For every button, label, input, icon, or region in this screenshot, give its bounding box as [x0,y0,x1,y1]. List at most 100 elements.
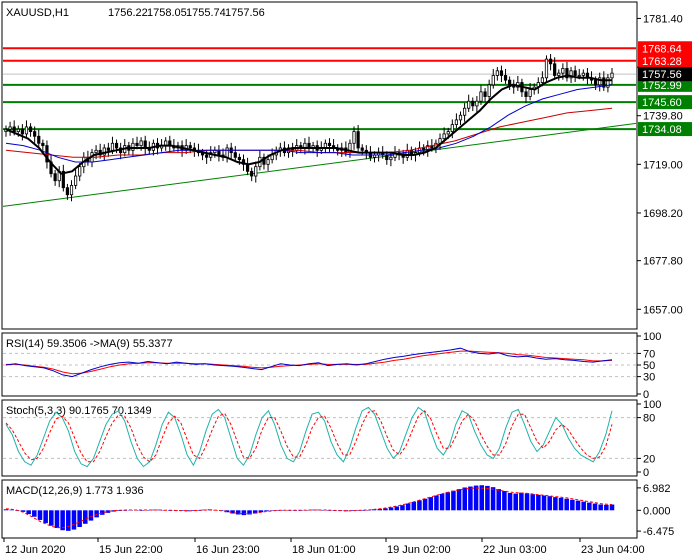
stoch-tick-label: 0 [643,467,649,479]
price-series-layer [2,47,637,207]
macd-tick-label: 6.982 [643,483,671,495]
candle-body [106,147,110,151]
macd-histogram-bar [400,505,405,511]
macd-histogram-bar [275,510,281,511]
candle-body [110,142,115,151]
candle-body [61,170,65,189]
time-tick-label: 12 Jun 2020 [5,544,66,556]
macd-histogram-bar [43,510,48,524]
time-tick-label: 18 Jun 01:00 [292,544,356,556]
ohlc-high: 1758.05 [147,7,187,19]
macd-histogram-bar [428,497,434,511]
rsi-tick-label: 30 [643,372,655,384]
candle-body [217,149,221,156]
price-tick-label: 1781.40 [643,13,683,25]
rsi-line [5,347,613,378]
macd-histogram-bar [9,509,14,511]
stoch-series-layer: 100 80 20 0 [3,399,661,479]
stoch-tick-label: 80 [643,413,655,425]
macd-histogram-bar [32,510,37,517]
macd-histogram-bar [184,510,190,512]
candle-body [225,147,229,158]
macd-histogram-bar [451,490,456,511]
candle-body [475,100,479,107]
macd-histogram-bar [473,485,479,511]
candle-body [237,156,241,161]
macd-pane: MACD(12,26,9) 1.773 1.936 6.982 0.000 -6.4… [1,479,674,539]
candle-body [499,70,504,76]
macd-histogram-bar [394,506,400,511]
candle-body [565,68,569,79]
macd-histogram-bar [587,502,592,511]
candle-body [65,187,70,196]
macd-histogram-bar [150,509,156,511]
macd-tick-label: 0.000 [643,505,671,517]
candle-body [467,100,471,109]
candle-body [78,166,82,177]
candle-body [28,126,33,132]
candle-body [385,154,389,161]
macd-histogram-bar [139,510,145,511]
macd-histogram-bar [434,495,439,511]
macd-histogram-bar [604,504,609,511]
candle-body [528,89,532,97]
macd-histogram-bar [66,510,71,531]
ma-black-line [5,74,612,175]
candle-body [524,91,528,97]
macd-histogram-bar [468,486,473,511]
candle-body [135,142,139,147]
candle-body [450,124,454,132]
price-level-label-0-box [638,41,692,56]
macd-histogram-bar [462,487,468,511]
price-level-label-3-box [638,95,692,110]
rsi-tick-label: 0 [643,389,649,401]
rsi-tick-label: 100 [643,331,661,343]
candle-body [188,145,192,149]
stoch-main-line [5,406,613,468]
macd-histogram-bar [264,510,269,512]
candle-body [266,159,270,165]
candle-body [352,131,356,144]
candle-body [20,128,24,135]
candle-body [41,142,45,147]
symbol-label: XAUUSD,H1 [6,7,69,19]
candle-body [544,58,549,79]
macd-histogram-bar [388,507,394,511]
candle-body [245,163,250,172]
price-level-label-2-box [638,77,692,92]
candle-body [495,70,499,76]
candle-body [233,152,237,158]
macd-histogram-bar [20,510,26,512]
candle-body [606,77,610,88]
macd-histogram-bar [456,489,462,511]
macd-histogram-bar [536,494,541,511]
candle-body [594,79,598,86]
rsi-tick-label: 50 [643,360,655,372]
macd-title: MACD(12,26,9) 1.773 1.936 [6,485,144,497]
macd-histogram-bar [411,501,417,511]
candle-body [250,170,254,177]
price-level-label-3: 1745.60 [642,97,682,109]
macd-histogram-bar [530,494,535,511]
candle-body [491,75,495,86]
stoch-signal-line [5,410,613,463]
time-tick-label: 23 Jun 04:00 [581,544,645,556]
price-level-label-0: 1768.64 [642,43,682,55]
price-pane: XAUUSD,H1 1756.22 1758.05 1755.74 1757.5… [1,1,692,330]
macd-histogram-bar [190,510,196,511]
candle-body [33,131,37,137]
macd-histogram-bar [485,485,490,511]
macd-series-layer: 6.982 0.000 -6.475 [3,483,674,538]
macd-histogram-bar [252,510,258,514]
candle-body [8,126,12,130]
macd-histogram-bar [445,492,451,511]
macd-histogram-bar [83,510,88,524]
candle-body [114,142,119,149]
candle-body [139,140,143,147]
macd-histogram-bar [354,510,360,511]
candle-body [548,58,553,65]
candle-body [94,149,98,154]
candle-body [553,63,557,76]
candle-body [254,166,258,177]
price-tick-label: 1739.80 [643,111,683,123]
